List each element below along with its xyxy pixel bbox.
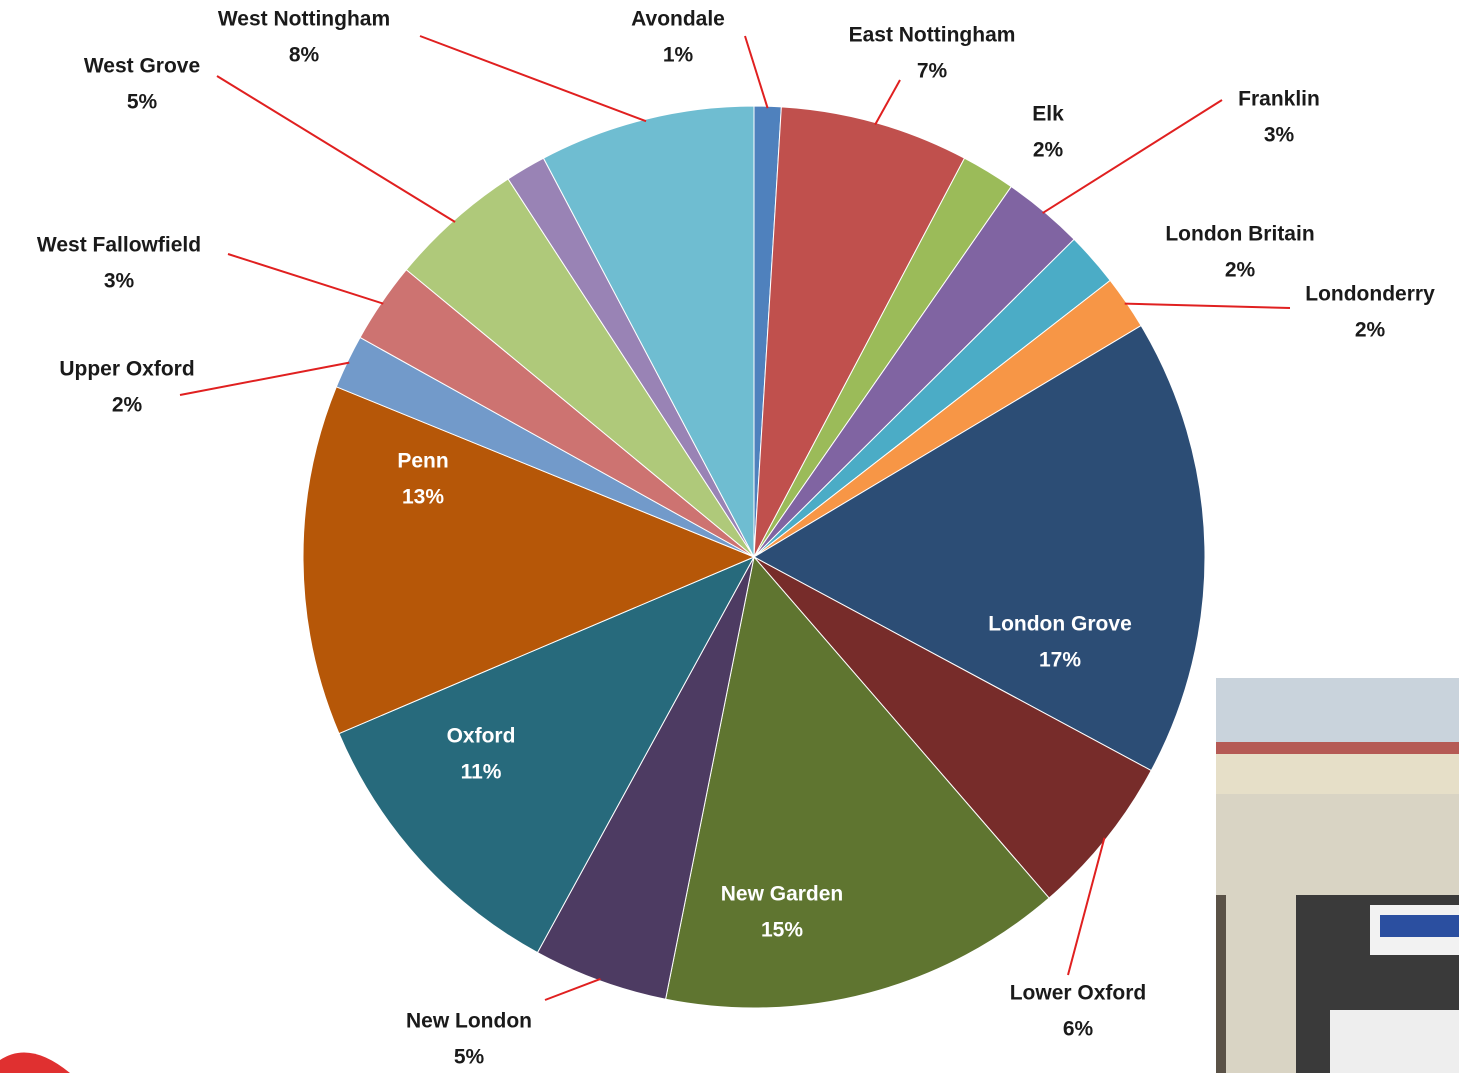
slice-label: Lower Oxford bbox=[1010, 982, 1147, 1005]
slice-value-label: 3% bbox=[104, 270, 135, 293]
slice-value-label: 8% bbox=[289, 44, 320, 67]
pie-slice bbox=[302, 386, 756, 735]
slice-value-label: 2% bbox=[112, 394, 143, 417]
pie-slice bbox=[752, 324, 1206, 772]
slice-value-label: 5% bbox=[454, 1046, 485, 1069]
photo bbox=[1216, 678, 1459, 1073]
slice-value-label: 2% bbox=[1225, 259, 1256, 282]
slice-value-label: 2% bbox=[1033, 139, 1064, 162]
leader-line bbox=[544, 977, 601, 1001]
slice-label: Upper Oxford bbox=[59, 358, 194, 381]
pie-slice bbox=[338, 555, 756, 954]
slice-label: West Fallowfield bbox=[37, 234, 201, 257]
leader-line bbox=[874, 79, 901, 126]
leader-line bbox=[216, 75, 456, 223]
slice-value-label: 1% bbox=[663, 44, 694, 67]
slice-label: Oxford bbox=[447, 725, 516, 748]
pie-slice bbox=[542, 105, 755, 558]
slice-label: East Nottingham bbox=[849, 24, 1016, 47]
pie-slice bbox=[665, 555, 1050, 1009]
leader-line bbox=[179, 361, 350, 396]
slice-label: London Britain bbox=[1165, 223, 1314, 246]
slice-label: West Nottingham bbox=[218, 8, 390, 31]
slice-label: Penn bbox=[397, 450, 448, 473]
slice-value-label: 6% bbox=[1063, 1018, 1094, 1041]
slice-label: Avondale bbox=[631, 8, 725, 31]
slice-value-label: 17% bbox=[1039, 649, 1081, 672]
slice-value-label: 3% bbox=[1264, 124, 1295, 147]
slice-value-label: 5% bbox=[127, 91, 158, 114]
slice-value-label: 7% bbox=[917, 60, 948, 83]
leader-line bbox=[419, 35, 647, 123]
slice-label: Londonderry bbox=[1305, 283, 1435, 306]
slice-label: Franklin bbox=[1238, 88, 1320, 111]
slice-label: West Grove bbox=[84, 55, 200, 78]
slice-value-label: 15% bbox=[761, 919, 803, 942]
leader-line bbox=[1067, 837, 1106, 976]
leader-line bbox=[1124, 302, 1291, 309]
slice-label: New Garden bbox=[721, 883, 844, 906]
slice-value-label: 13% bbox=[402, 486, 444, 509]
leader-line bbox=[744, 35, 769, 109]
leader-line bbox=[1042, 99, 1223, 214]
slice-label: London Grove bbox=[988, 613, 1132, 636]
pie-slice bbox=[753, 556, 1152, 899]
slice-value-label: 2% bbox=[1355, 319, 1386, 342]
slice-label: Elk bbox=[1032, 103, 1064, 126]
slice-label: New London bbox=[406, 1010, 532, 1033]
slice-value-label: 11% bbox=[461, 761, 502, 784]
corner-decoration bbox=[0, 1052, 70, 1073]
leader-line bbox=[227, 253, 384, 305]
